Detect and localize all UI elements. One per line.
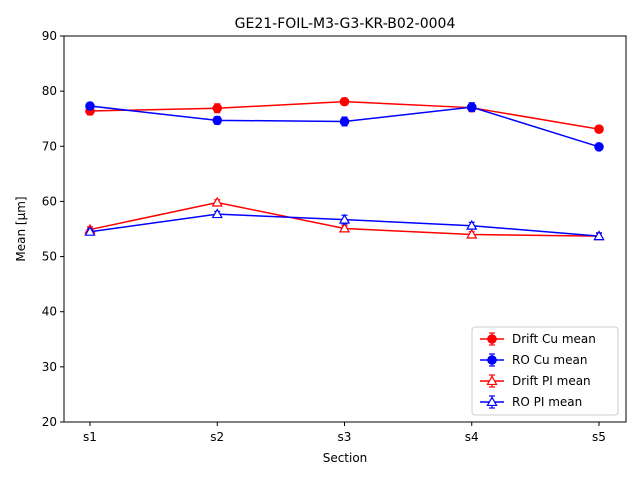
- series-ro-cu-mean: [85, 101, 604, 152]
- legend-marker: [487, 334, 497, 344]
- x-tick-label: s3: [338, 430, 352, 444]
- x-tick-label: s5: [592, 430, 606, 444]
- chart-title: GE21-FOIL-M3-G3-KR-B02-0004: [235, 16, 456, 32]
- legend-item: RO PI mean: [480, 395, 582, 409]
- legend-label: Drift PI mean: [512, 374, 591, 388]
- y-tick-label: 80: [42, 84, 57, 98]
- y-tick-label: 30: [42, 360, 57, 374]
- legend-item: RO Cu mean: [480, 353, 587, 367]
- data-point: [211, 196, 223, 207]
- legend-item: Drift PI mean: [480, 374, 591, 388]
- y-tick-label: 50: [42, 250, 57, 264]
- y-tick-label: 40: [42, 305, 57, 319]
- data-point: [466, 102, 477, 112]
- series-drift-cu-mean: [85, 96, 604, 134]
- legend-label: Drift Cu mean: [512, 332, 596, 346]
- data-point: [594, 142, 604, 152]
- data-point: [338, 222, 351, 233]
- y-tick-label: 20: [42, 415, 57, 429]
- data-point: [338, 213, 351, 224]
- x-axis-label: Section: [323, 451, 368, 465]
- data-point: [212, 103, 223, 114]
- legend: Drift Cu mean RO Cu mean Drift PI mean RO P…: [471, 326, 619, 416]
- legend-marker: [486, 375, 498, 386]
- legend-marker: [486, 396, 498, 407]
- y-tick-label: 70: [42, 139, 57, 153]
- legend-box: [471, 326, 619, 416]
- data-point: [212, 115, 223, 126]
- data-point: [466, 228, 478, 239]
- x-tick-label: s4: [465, 430, 479, 444]
- series-ro-pi-mean: [84, 208, 605, 241]
- plot-area: [84, 96, 605, 241]
- y-tick-label: 90: [42, 29, 57, 43]
- legend-marker: [487, 355, 497, 365]
- data-point: [211, 208, 223, 219]
- y-axis-label: Mean [μm]: [14, 196, 28, 261]
- x-tick-label: s1: [83, 430, 97, 444]
- data-point: [466, 219, 478, 230]
- data-point: [594, 124, 604, 134]
- data-point: [339, 96, 350, 107]
- data-point: [85, 101, 95, 111]
- x-tick-label: s2: [210, 430, 224, 444]
- legend-label: RO PI mean: [512, 395, 582, 409]
- legend-label: RO Cu mean: [512, 353, 587, 367]
- data-point: [84, 225, 96, 236]
- legend-item: Drift Cu mean: [480, 332, 596, 346]
- y-tick-label: 60: [42, 194, 57, 208]
- data-point: [593, 230, 605, 241]
- data-point: [339, 116, 350, 127]
